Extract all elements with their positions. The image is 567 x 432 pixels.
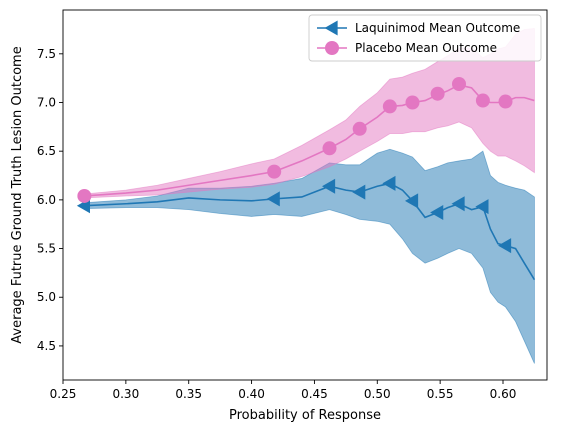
confidence-bands bbox=[83, 28, 535, 364]
data-point bbox=[452, 77, 466, 91]
data-point bbox=[382, 99, 397, 114]
series-line bbox=[84, 182, 536, 281]
y-tick-label: 7.0 bbox=[37, 96, 56, 110]
series-band bbox=[83, 28, 535, 199]
x-tick-label: 0.50 bbox=[364, 387, 391, 401]
series-lines bbox=[84, 84, 536, 281]
data-point bbox=[475, 93, 490, 108]
data-point bbox=[405, 95, 420, 110]
x-tick-label: 0.60 bbox=[490, 387, 517, 401]
series-band bbox=[83, 148, 535, 364]
y-tick-label: 7.5 bbox=[37, 47, 56, 61]
y-tick-label: 4.5 bbox=[37, 339, 56, 353]
y-axis-label: Average Futrue Ground Truth Lesion Outco… bbox=[10, 46, 25, 343]
y-tick-label: 6.0 bbox=[37, 193, 56, 207]
y-axis-ticks: 4.5 5.0 5.5 6.0 6.5 7.0 7.5 bbox=[37, 47, 63, 353]
data-point bbox=[498, 94, 513, 109]
x-tick-label: 0.30 bbox=[112, 387, 139, 401]
legend-label: Laquinimod Mean Outcome bbox=[355, 21, 520, 35]
x-tick-label: 0.45 bbox=[301, 387, 328, 401]
y-tick-label: 6.5 bbox=[37, 144, 56, 158]
data-point bbox=[352, 184, 366, 200]
legend-marker bbox=[324, 20, 338, 36]
data-point bbox=[475, 199, 489, 215]
legend-box bbox=[308, 14, 542, 62]
data-point bbox=[430, 86, 445, 101]
data-point bbox=[267, 164, 282, 179]
data-point bbox=[322, 178, 336, 194]
series-line bbox=[84, 84, 535, 197]
legend: Laquinimod Mean Outcome Placebo Mean Outc… bbox=[308, 14, 542, 62]
data-point bbox=[498, 238, 512, 254]
y-tick-label: 5.5 bbox=[37, 242, 56, 256]
x-axis-label: Probability of Response bbox=[229, 408, 381, 423]
data-point bbox=[382, 175, 396, 191]
data-point bbox=[451, 196, 465, 212]
data-point bbox=[322, 141, 337, 156]
legend-label: Placebo Mean Outcome bbox=[355, 41, 497, 55]
legend-marker bbox=[325, 41, 339, 55]
x-axis-ticks: 0.25 0.30 0.35 0.40 0.45 0.50 0.55 0.60 bbox=[50, 380, 517, 401]
x-tick-label: 0.40 bbox=[238, 387, 265, 401]
data-point bbox=[404, 193, 419, 209]
data-point bbox=[352, 121, 367, 136]
x-tick-label: 0.55 bbox=[427, 387, 454, 401]
series-markers bbox=[76, 77, 513, 254]
x-tick-label: 0.35 bbox=[175, 387, 202, 401]
plot-frame bbox=[62, 9, 548, 381]
data-point bbox=[430, 205, 444, 221]
data-point bbox=[77, 188, 92, 203]
x-tick-label: 0.25 bbox=[50, 387, 77, 401]
y-tick-label: 5.0 bbox=[37, 290, 56, 304]
data-point bbox=[266, 191, 280, 207]
